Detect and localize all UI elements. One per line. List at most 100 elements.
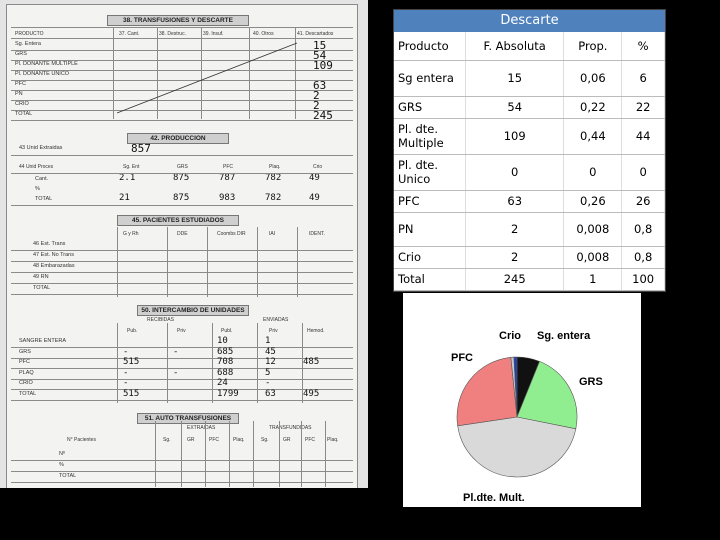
table-cell: 0,06 — [563, 60, 623, 97]
form-rule — [167, 227, 168, 297]
form-column-header: G y Rh — [123, 231, 139, 237]
form-rule — [302, 323, 303, 403]
table-cell: 0,22 — [563, 96, 623, 119]
form-column-header: DDE — [177, 231, 188, 237]
table-cell: 100 — [621, 268, 665, 291]
table-row: GRS 54 0,22 22 — [394, 96, 665, 119]
table-cell: 1 — [563, 268, 623, 291]
form-section-title: 42. PRODUCCION — [127, 133, 229, 144]
table-title: Descarte — [394, 10, 665, 32]
table-header-cell: % — [621, 32, 665, 61]
form-column-header: 40. Otros — [253, 31, 274, 37]
form-row-label: SANGRE ENTERA — [19, 338, 67, 344]
handwritten-value: 782 — [265, 173, 282, 183]
handwritten-value: 782 — [265, 193, 282, 203]
table-row: Crio 2 0,008 0,8 — [394, 246, 665, 269]
form-rule — [11, 399, 353, 401]
table-row: PN 2 0,008 0,8 — [394, 212, 665, 247]
form-row-label: TOTAL — [59, 473, 77, 479]
table-cell: Sg entera — [394, 60, 466, 97]
form-rule — [155, 421, 156, 487]
pie-chart: Sg. entera GRS Pl.dte. Mult. PFC Crio — [451, 330, 603, 504]
table-header-cell: Prop. — [563, 32, 623, 61]
form-rule — [11, 155, 353, 156]
table-cell: 0 — [465, 154, 565, 191]
form-rule — [117, 323, 118, 403]
form-column-header: IAI — [269, 231, 276, 237]
form-row-label: GRS — [19, 348, 31, 355]
table-cell: Total — [394, 268, 466, 291]
form-column-header: Sg. — [163, 437, 171, 443]
handwritten-value: 63 — [265, 388, 276, 399]
pie-slice-pfc — [456, 356, 518, 427]
pie-chart-panel: Sg. entera GRS Pl.dte. Mult. PFC Crio — [403, 293, 641, 507]
form-column-header: Sg. — [261, 437, 269, 443]
form-rule — [301, 421, 302, 487]
handwritten-value: - — [123, 367, 129, 378]
form-rule — [11, 471, 353, 472]
handwritten-value: 875 — [173, 173, 190, 183]
table-cell: 22 — [621, 96, 665, 119]
table-cell: 0,8 — [621, 246, 665, 269]
table-cell: Pl. dte. Multiple — [394, 118, 466, 155]
form-row-label: PLAQ — [19, 369, 34, 376]
form-rule — [11, 272, 353, 273]
table-cell: 109 — [465, 118, 565, 155]
form-column-header: PFC — [305, 437, 315, 443]
handwritten-value: 245 — [313, 109, 333, 122]
form-rule — [212, 323, 213, 403]
form-rule — [11, 100, 353, 101]
handwritten-value: 708 — [217, 357, 234, 367]
form-column-header: ENVIADAS — [263, 317, 289, 323]
form-rule — [117, 227, 118, 297]
form-rule — [11, 27, 353, 28]
form-column-header: Priv — [269, 328, 278, 334]
table-cell: 26 — [621, 190, 665, 213]
form-rule — [11, 50, 353, 51]
form-rule — [11, 38, 353, 39]
table-cell: 0 — [621, 154, 665, 191]
handwritten-value: 5 — [265, 367, 271, 378]
form-rule — [113, 27, 114, 119]
table-cell: 0 — [563, 154, 623, 191]
pie-slice-grs — [516, 360, 578, 430]
form-rule — [249, 27, 250, 119]
form-column-header: 44 Unid Proces — [19, 164, 54, 170]
form-rule — [11, 70, 353, 71]
form-rule — [207, 227, 208, 297]
handwritten-value: 857 — [131, 142, 151, 155]
form-rule — [11, 120, 353, 121]
form-column-header: 41. Descartados — [297, 31, 334, 37]
table-cell: 0,8 — [621, 212, 665, 247]
table-header-cell: Producto — [394, 32, 466, 61]
handwritten-value: - — [123, 346, 129, 357]
form-sheet: 38. TRANSFUSIONES Y DESCARTE PRODUCTO 37. … — [6, 4, 358, 488]
form-rule — [297, 227, 298, 297]
form-column-header: Sg. Ent — [123, 164, 140, 170]
handwritten-value: 15 — [313, 39, 327, 52]
form-row-label: 49 RN — [33, 274, 49, 280]
table-cell: 0,26 — [563, 190, 623, 213]
table-cell: 54 — [465, 96, 565, 119]
handwritten-value: 2 — [313, 99, 320, 112]
form-rule — [11, 460, 353, 461]
form-rule — [11, 205, 353, 206]
handwritten-value: 63 — [313, 79, 327, 92]
scanned-form-image: 38. TRANSFUSIONES Y DESCARTE PRODUCTO 37. … — [0, 0, 368, 488]
pie-slice-pl-dte-mult — [457, 416, 577, 478]
form-column-header: Pub. — [127, 328, 138, 334]
handwritten-value: - — [123, 378, 129, 388]
form-row-label: TOTAL — [19, 390, 37, 397]
handwritten-value: - — [173, 346, 179, 357]
form-column-header: Crio — [313, 164, 323, 170]
form-row-label: Pl. DONANTE MULTIPLE — [15, 61, 78, 67]
handwritten-value: 1799 — [217, 388, 239, 399]
form-column-header: Hemod. — [307, 328, 325, 334]
form-row-label: CRIO — [19, 380, 33, 386]
form-column-header: PFC — [223, 164, 233, 170]
handwritten-value: 24 — [217, 378, 228, 388]
form-column-header: Plaq. — [233, 437, 245, 443]
table-cell: 63 — [465, 190, 565, 213]
form-row-label: Sg. Entera — [15, 41, 41, 47]
pie-slice-crio — [513, 356, 518, 418]
